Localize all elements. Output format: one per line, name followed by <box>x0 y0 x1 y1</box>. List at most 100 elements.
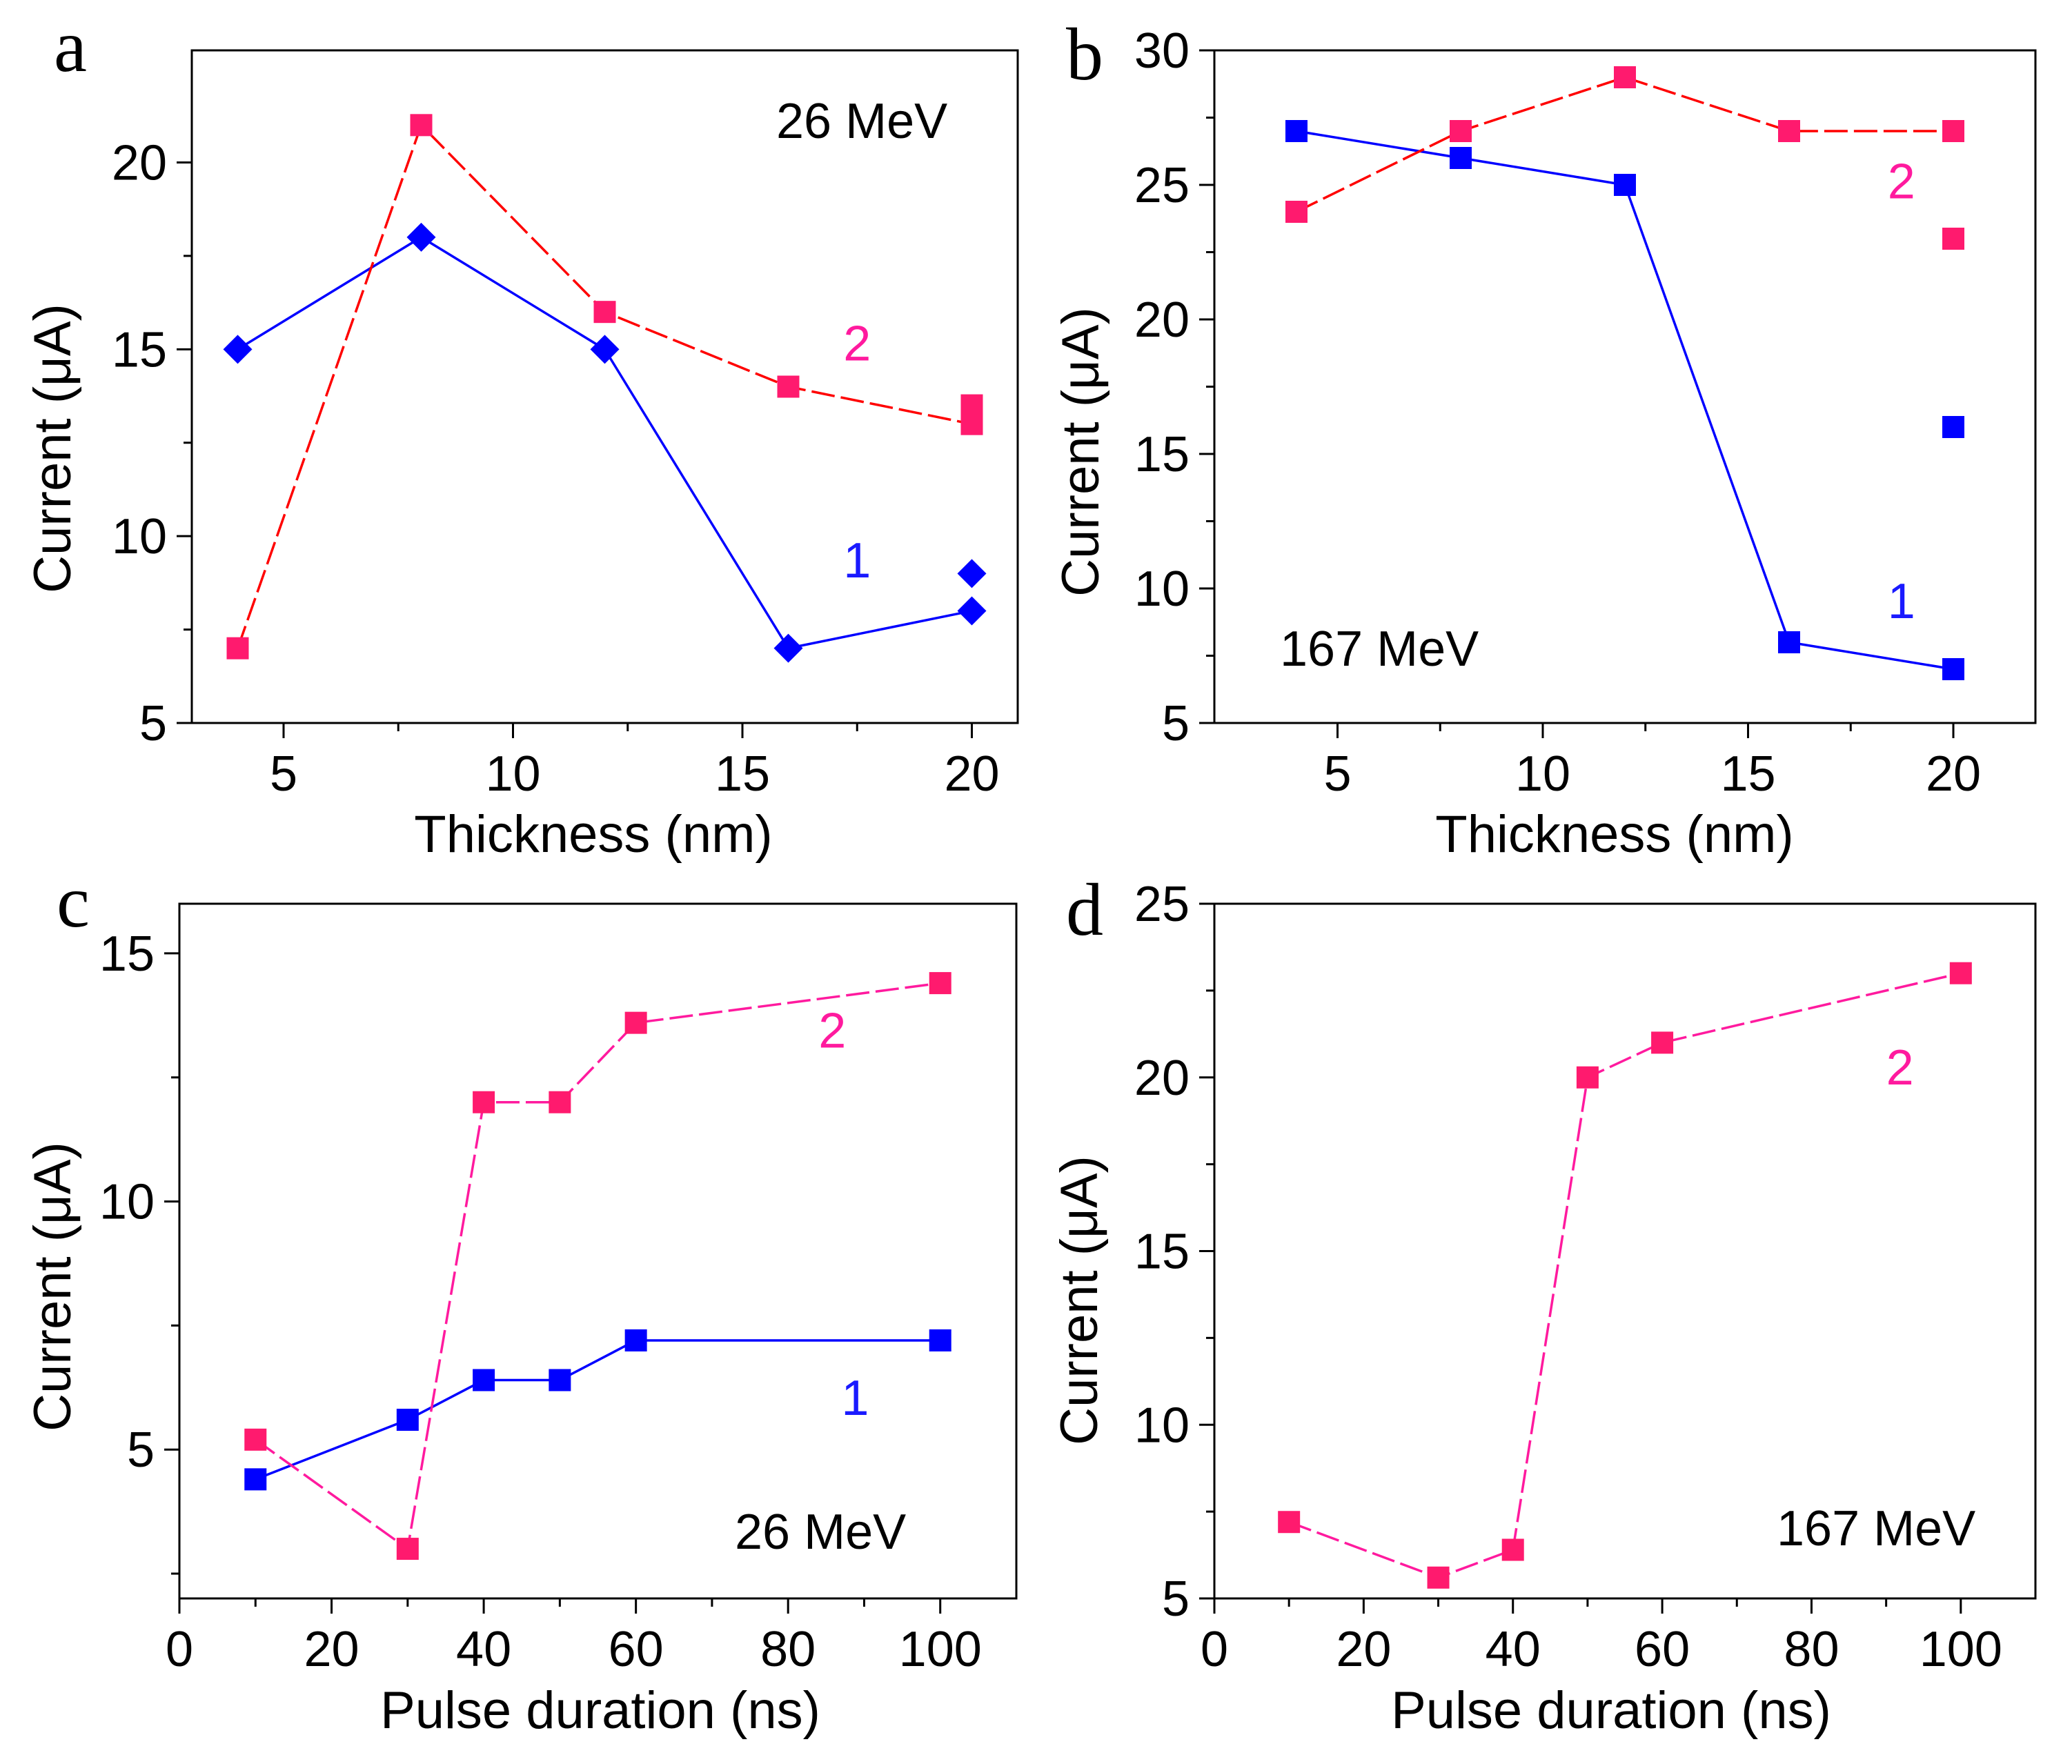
y-axis-label: Current (μA) <box>1052 307 1110 597</box>
x-tick-label: 0 <box>166 1622 193 1677</box>
data-point <box>396 1538 419 1560</box>
data-point <box>929 972 951 995</box>
panel-letter: b <box>1066 14 1103 96</box>
x-axis-label: Pulse duration (ns) <box>380 1681 820 1740</box>
y-tick-label: 10 <box>1134 562 1190 617</box>
x-tick-label: 15 <box>715 746 770 802</box>
y-tick-label: 15 <box>1134 427 1190 482</box>
x-tick-label: 20 <box>1336 1622 1391 1677</box>
energy-annotation: 167 MeV <box>1777 1501 1975 1556</box>
data-point <box>1942 416 1964 438</box>
series-label: 1 <box>843 533 871 588</box>
y-tick-label: 5 <box>1162 696 1190 751</box>
x-axis: 0 20 40 60 80 100 <box>1201 1598 2002 1677</box>
series-line <box>1296 76 1953 213</box>
data-point <box>777 375 800 398</box>
panel-a: a 26 MeV Thickness (nm) Current (μA) 5 10… <box>23 6 1019 864</box>
data-point <box>1576 1066 1599 1089</box>
y-tick-label: 10 <box>99 1175 155 1230</box>
series-label: 2 <box>1886 1040 1914 1096</box>
data-point <box>1942 228 1964 250</box>
x-tick-label: 10 <box>1515 746 1570 802</box>
panel-b: b 167 MeV Thickness (nm) Current (μA) 5 1… <box>1052 14 2037 864</box>
series-1: 1 <box>1285 120 1964 680</box>
y-axis-label: Current (μA) <box>23 304 82 593</box>
x-tick-label: 40 <box>1486 1622 1541 1677</box>
x-axis: 5 10 15 20 <box>270 723 1000 802</box>
data-point <box>624 1011 647 1034</box>
data-point <box>1278 1511 1301 1534</box>
data-point <box>773 633 803 663</box>
data-point <box>624 1329 647 1351</box>
x-tick-label: 80 <box>760 1622 816 1677</box>
panel-letter: d <box>1066 869 1103 951</box>
data-point <box>410 114 433 137</box>
data-point <box>396 1409 419 1431</box>
x-tick-label: 5 <box>1323 746 1351 802</box>
data-point <box>244 1428 267 1451</box>
y-tick-label: 30 <box>1134 23 1190 79</box>
data-point <box>960 394 983 417</box>
x-axis-label: Pulse duration (ns) <box>1391 1681 1831 1740</box>
plot-frame <box>190 49 1019 724</box>
energy-annotation: 167 MeV <box>1280 622 1479 677</box>
y-tick-label: 5 <box>1162 1572 1190 1627</box>
x-tick-label: 0 <box>1201 1622 1228 1677</box>
data-point <box>957 559 987 588</box>
data-point <box>1450 147 1472 169</box>
data-point <box>549 1091 571 1113</box>
y-tick-label: 10 <box>1134 1398 1190 1453</box>
series-2: 2 <box>1285 66 1964 250</box>
x-tick-label: 100 <box>1920 1622 2002 1677</box>
data-point <box>473 1091 495 1113</box>
x-axis: 0 20 40 60 80 100 <box>166 1598 982 1677</box>
x-tick-label: 40 <box>456 1622 511 1677</box>
data-point <box>1427 1566 1450 1589</box>
data-point <box>1651 1031 1674 1054</box>
data-point <box>1778 120 1800 142</box>
panel-c: c 26 MeV Pulse duration (ns) Current (μA… <box>23 861 1018 1740</box>
y-tick-label: 5 <box>139 696 167 751</box>
y-tick-label: 25 <box>1134 877 1190 932</box>
data-point <box>1501 1538 1524 1561</box>
y-tick-label: 20 <box>112 136 167 191</box>
data-point <box>1942 120 1964 142</box>
series-line <box>255 982 940 1552</box>
x-tick-label: 5 <box>270 746 297 802</box>
data-point <box>473 1369 495 1391</box>
data-point <box>226 637 249 660</box>
data-point <box>223 335 253 364</box>
data-point <box>1285 201 1308 223</box>
series-label: 1 <box>841 1371 869 1426</box>
y-tick-label: 15 <box>99 926 155 982</box>
x-tick-label: 60 <box>609 1622 664 1677</box>
series-label: 2 <box>818 1004 846 1059</box>
data-point <box>406 222 436 252</box>
energy-annotation: 26 MeV <box>776 94 947 149</box>
x-tick-label: 20 <box>1926 746 1981 802</box>
x-tick-label: 20 <box>944 746 999 802</box>
series-2: 2 <box>244 972 951 1560</box>
panel-letter: a <box>54 6 87 88</box>
y-tick-label: 15 <box>112 322 167 377</box>
series-1: 1 <box>244 1329 951 1491</box>
series-line <box>1288 971 1962 1579</box>
data-point <box>1778 631 1800 653</box>
data-point <box>1614 66 1636 88</box>
y-axis: 5 10 15 <box>99 926 179 1575</box>
x-tick-label: 60 <box>1635 1622 1690 1677</box>
data-point <box>1614 174 1636 196</box>
y-axis-label: Current (μA) <box>1050 1156 1109 1445</box>
y-tick-label: 20 <box>1134 293 1190 348</box>
x-axis-label: Thickness (nm) <box>1435 805 1793 864</box>
data-point <box>960 413 983 435</box>
series-label: 1 <box>1888 574 1915 629</box>
y-axis: 5 10 15 20 <box>112 136 192 751</box>
data-point <box>1942 658 1964 680</box>
y-tick-label: 25 <box>1134 158 1190 213</box>
x-tick-label: 10 <box>485 746 540 802</box>
data-point <box>590 335 620 364</box>
y-tick-label: 5 <box>127 1423 155 1478</box>
